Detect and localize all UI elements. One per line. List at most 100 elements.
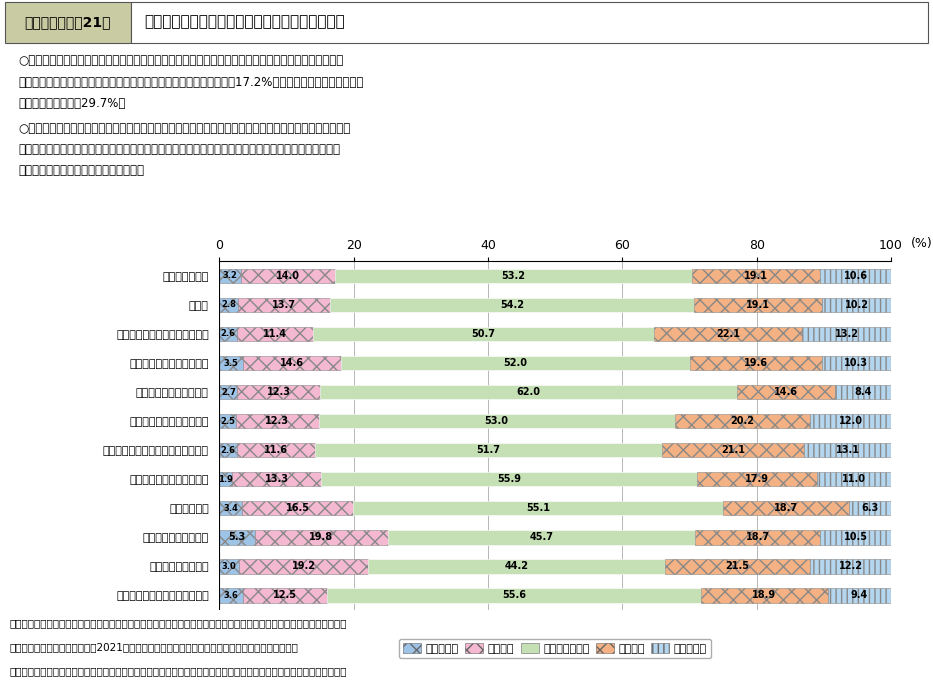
Text: 16.5: 16.5 xyxy=(285,503,310,513)
Bar xyxy=(255,530,388,544)
Text: 52.0: 52.0 xyxy=(504,358,527,368)
Text: 10.2: 10.2 xyxy=(844,300,869,310)
Text: 2.5: 2.5 xyxy=(220,417,235,426)
Bar xyxy=(313,327,654,342)
Bar xyxy=(820,530,891,544)
Bar xyxy=(244,588,327,603)
Bar xyxy=(695,530,820,544)
Text: 13.2: 13.2 xyxy=(835,329,858,339)
Text: 3.4: 3.4 xyxy=(223,504,238,513)
Text: 3.2: 3.2 xyxy=(223,271,237,280)
Text: 14.6: 14.6 xyxy=(280,358,304,368)
Text: 18.7: 18.7 xyxy=(773,503,798,513)
Bar xyxy=(849,501,891,516)
Bar xyxy=(654,327,802,342)
Text: 19.6: 19.6 xyxy=(744,358,768,368)
Text: ○　業種別では「社会保険・社会福祉・介護事業」「運輸業（道路旅客・貨物運送業等）」等で分析対象: ○ 業種別では「社会保険・社会福祉・介護事業」「運輸業（道路旅客・貨物運送業等）… xyxy=(19,122,351,135)
Text: 13.3: 13.3 xyxy=(265,474,288,484)
Bar xyxy=(219,385,237,399)
Bar xyxy=(320,385,736,399)
Text: 14.6: 14.6 xyxy=(773,387,798,397)
Text: い」と答えた者が約半数、「やや満足」「非常に満足」と答えた者が17.2%、「やや不満足」「非常に不: い」と答えた者が約半数、「やや満足」「非常に満足」と答えた者が17.2%、「やや… xyxy=(19,75,364,89)
Bar xyxy=(241,268,335,283)
Text: 11.0: 11.0 xyxy=(842,474,866,484)
Bar xyxy=(828,588,891,603)
Text: 12.2: 12.2 xyxy=(839,561,863,572)
FancyBboxPatch shape xyxy=(5,2,131,43)
Bar xyxy=(243,355,341,370)
Text: 53.2: 53.2 xyxy=(501,271,525,281)
Text: 19.2: 19.2 xyxy=(292,561,316,572)
Text: 第２－（１）－21図: 第２－（１）－21図 xyxy=(24,15,110,29)
Bar xyxy=(319,414,675,429)
Text: 55.9: 55.9 xyxy=(497,474,522,484)
Text: 11.4: 11.4 xyxy=(263,329,287,339)
Bar xyxy=(817,472,891,487)
Bar xyxy=(810,559,892,574)
Bar xyxy=(242,501,353,516)
Bar xyxy=(661,443,803,457)
Text: 10.5: 10.5 xyxy=(843,533,868,542)
Bar xyxy=(835,385,891,399)
Bar xyxy=(237,443,314,457)
Bar xyxy=(327,588,701,603)
Bar xyxy=(219,559,240,574)
Text: 感染拡大前の平時の賃金の満足度（労働者調査）: 感染拡大前の平時の賃金の満足度（労働者調査） xyxy=(145,14,345,29)
Text: 3.5: 3.5 xyxy=(224,358,239,367)
Bar xyxy=(701,588,828,603)
Bar xyxy=(723,501,849,516)
Bar xyxy=(822,355,891,370)
Text: 17.9: 17.9 xyxy=(745,474,769,484)
Bar xyxy=(219,443,237,457)
Text: (%): (%) xyxy=(912,238,933,250)
Text: 13.7: 13.7 xyxy=(272,300,296,310)
Text: 18.9: 18.9 xyxy=(752,590,776,600)
Bar xyxy=(388,530,695,544)
Text: 19.8: 19.8 xyxy=(310,533,333,542)
Bar xyxy=(219,472,232,487)
Text: 2.6: 2.6 xyxy=(220,445,235,454)
Bar xyxy=(675,414,811,429)
Bar xyxy=(694,298,823,312)
FancyBboxPatch shape xyxy=(131,2,928,43)
Bar xyxy=(219,588,244,603)
Text: 2.7: 2.7 xyxy=(221,388,236,397)
Text: 45.7: 45.7 xyxy=(529,533,553,542)
Text: 2.6: 2.6 xyxy=(220,330,235,339)
Text: 資料出所　（独）労働政策研究・研修機構「新型コロナウイルス感染症の感染拡大下における労働者の働き方に関する調: 資料出所 （独）労働政策研究・研修機構「新型コロナウイルス感染症の感染拡大下にお… xyxy=(9,618,347,629)
Bar xyxy=(335,268,692,283)
Text: 8.4: 8.4 xyxy=(854,387,871,397)
Text: 12.5: 12.5 xyxy=(273,590,298,600)
Text: 10.6: 10.6 xyxy=(844,271,868,281)
Text: 満足」と答えた者が29.7%。: 満足」と答えた者が29.7%。 xyxy=(19,97,126,110)
Text: 21.5: 21.5 xyxy=(726,561,749,572)
Text: 業種計と比べ「やや不満足」「非常に不満足」と答えた者の割合が比較的高く、「やや満足」「非常に: 業種計と比べ「やや不満足」「非常に不満足」と答えた者の割合が比較的高く、「やや満… xyxy=(19,143,341,156)
Bar xyxy=(690,355,822,370)
Bar xyxy=(820,268,892,283)
Bar xyxy=(219,355,243,370)
Text: 44.2: 44.2 xyxy=(505,561,529,572)
Bar xyxy=(238,298,330,312)
Text: 19.1: 19.1 xyxy=(746,300,771,310)
Bar xyxy=(237,327,313,342)
Bar xyxy=(232,472,321,487)
Text: 10.3: 10.3 xyxy=(844,358,869,368)
Text: 6.3: 6.3 xyxy=(861,503,879,513)
Text: 50.7: 50.7 xyxy=(471,329,495,339)
Bar xyxy=(811,414,891,429)
Bar xyxy=(219,501,242,516)
Bar xyxy=(802,327,891,342)
Text: 9.4: 9.4 xyxy=(851,590,868,600)
Bar xyxy=(219,530,255,544)
Bar xyxy=(736,385,835,399)
Text: 12.0: 12.0 xyxy=(839,416,863,426)
Bar xyxy=(321,472,697,487)
Bar xyxy=(219,327,237,342)
Bar xyxy=(237,385,320,399)
Bar xyxy=(803,443,892,457)
Text: ○　感染拡大前の平時の賃金に対する満足度を業種別にみると、分析対象業種計では、「どちらでもな: ○ 感染拡大前の平時の賃金に対する満足度を業種別にみると、分析対象業種計では、「… xyxy=(19,54,343,68)
Bar xyxy=(240,559,369,574)
Bar xyxy=(697,472,817,487)
Text: 18.7: 18.7 xyxy=(745,533,770,542)
Bar xyxy=(665,559,810,574)
